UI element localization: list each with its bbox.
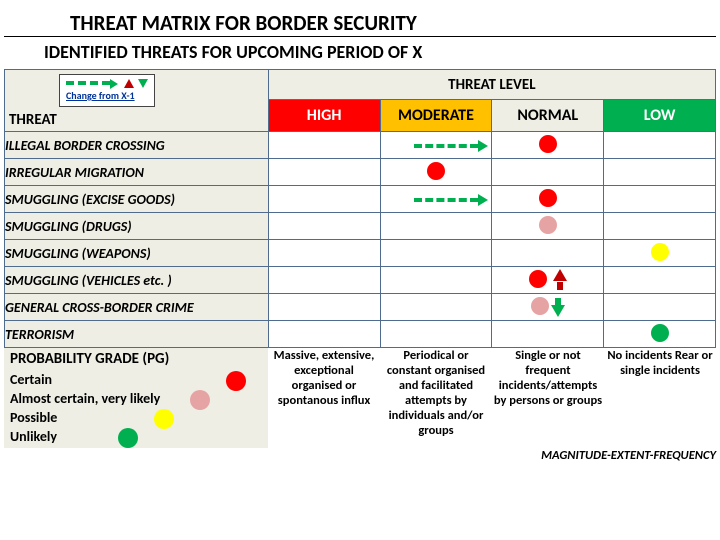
matrix-cell [604, 186, 716, 213]
pg-row: Almost certain, very likely [4, 389, 268, 408]
threat-label: TERRORISM [5, 321, 269, 348]
pg-col-3: No incidents Rear or single incidents [604, 348, 716, 448]
page-subtitle: IDENTIFIED THREATS FOR UPCOMING PERIOD O… [4, 41, 716, 63]
status-dot [531, 297, 549, 315]
matrix-cell [492, 294, 604, 321]
threat-label: SMUGGLING (VEHICLES etc. ) [5, 267, 269, 294]
pg-row: Certain [4, 370, 268, 389]
pg-col-1: Periodical or constant organised and fac… [380, 348, 492, 448]
matrix-cell [492, 240, 604, 267]
threat-level-header: THREAT LEVEL [268, 70, 715, 100]
matrix-cell [380, 213, 492, 240]
threat-label: SMUGGLING (EXCISE GOODS) [5, 186, 269, 213]
matrix-cell [604, 321, 716, 348]
pg-col-2: Single or not frequent incidents/attempt… [492, 348, 604, 448]
status-dot [427, 162, 445, 180]
pg-swatch [226, 371, 246, 391]
matrix-cell [268, 159, 380, 186]
status-dot [529, 270, 547, 288]
table-row: IRREGULAR MIGRATION [5, 159, 716, 186]
threat-label: GENERAL CROSS-BORDER CRIME [5, 294, 269, 321]
matrix-cell [268, 294, 380, 321]
matrix-cell [604, 213, 716, 240]
level-moderate: MODERATE [380, 100, 492, 132]
threat-label: SMUGGLING (WEAPONS) [5, 240, 269, 267]
level-high: HIGH [268, 100, 380, 132]
table-row: SMUGGLING (VEHICLES etc. ) [5, 267, 716, 294]
table-row: TERRORISM [5, 321, 716, 348]
threat-label: IRREGULAR MIGRATION [5, 159, 269, 186]
pg-col-0: Massive, extensive, exceptional organise… [268, 348, 380, 448]
matrix-cell [604, 240, 716, 267]
table-row: SMUGGLING (WEAPONS) [5, 240, 716, 267]
table-row: SMUGGLING (EXCISE GOODS) [5, 186, 716, 213]
pg-row: Unlikely [4, 427, 268, 446]
table-row: GENERAL CROSS-BORDER CRIME [5, 294, 716, 321]
matrix-cell [492, 159, 604, 186]
status-dot [539, 216, 557, 234]
matrix-cell [492, 213, 604, 240]
level-low: LOW [604, 100, 716, 132]
legend-down-icon [138, 79, 148, 88]
probability-grade-table: PROBABILITY GRADE (PG) CertainAlmost cer… [4, 348, 716, 463]
pg-row: Possible [4, 408, 268, 427]
matrix-cell [268, 132, 380, 159]
matrix-cell [604, 159, 716, 186]
pg-swatch [190, 390, 210, 410]
matrix-cell [604, 294, 716, 321]
trend-down-icon [551, 305, 565, 317]
legend-box: Change from X-1 [59, 74, 155, 107]
table-row: SMUGGLING (DRUGS) [5, 213, 716, 240]
trend-dash-arrow-icon [414, 198, 478, 202]
status-dot [651, 324, 669, 342]
status-dot [539, 135, 557, 153]
matrix-cell [492, 186, 604, 213]
trend-up-icon [553, 269, 567, 281]
matrix-cell [492, 321, 604, 348]
status-dot [651, 243, 669, 261]
matrix-cell [492, 267, 604, 294]
legend-up-icon [124, 79, 134, 88]
matrix-cell [268, 240, 380, 267]
threat-label: ILLEGAL BORDER CROSSING [5, 132, 269, 159]
matrix-cell [604, 132, 716, 159]
trend-dash-arrow-icon [414, 144, 478, 148]
level-normal: NORMAL [492, 100, 604, 132]
matrix-cell [268, 186, 380, 213]
threat-matrix-table: Change from X-1 THREAT THREAT LEVEL HIGH… [4, 69, 716, 348]
pg-header: PROBABILITY GRADE (PG) [4, 348, 268, 370]
legend-label: Change from X-1 [66, 90, 148, 102]
matrix-cell [380, 159, 492, 186]
matrix-cell [268, 267, 380, 294]
matrix-cell [492, 132, 604, 159]
matrix-cell [604, 267, 716, 294]
threat-label: SMUGGLING (DRUGS) [5, 213, 269, 240]
matrix-cell [380, 321, 492, 348]
threat-column-header: THREAT [5, 109, 268, 131]
matrix-cell [380, 294, 492, 321]
matrix-cell [380, 267, 492, 294]
page-title: THREAT MATRIX FOR BORDER SECURITY [4, 10, 716, 37]
table-row: ILLEGAL BORDER CROSSING [5, 132, 716, 159]
status-dot [539, 189, 557, 207]
matrix-cell [268, 213, 380, 240]
matrix-cell [268, 321, 380, 348]
pg-swatch [154, 409, 174, 429]
pg-footer: MAGNITUDE-EXTENT-FREQUENCY [4, 448, 716, 463]
matrix-cell [380, 240, 492, 267]
pg-swatch [118, 428, 138, 448]
legend-dash-arrow-icon [66, 81, 110, 85]
